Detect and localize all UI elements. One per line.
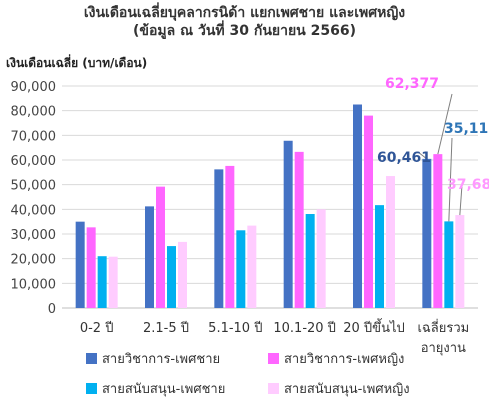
x-tick-label-0-0: 0-2 ปี [80,320,114,336]
bar-2-3 [305,214,315,308]
bar-2-2 [236,230,246,308]
y-axis-label: เงินเดือนเฉลี่ย (บาท/เดือน) [6,56,148,70]
y-tick-label-9: 90,000 [11,80,57,95]
y-tick-label-5: 50,000 [11,179,57,194]
bar-2-4 [375,205,384,308]
bar-3-5 [455,215,465,308]
annotation-label-3: 37,687 [447,177,489,193]
x-tick-label-1-0: 2.1-5 ปี [143,320,189,336]
bar-2-5 [444,221,454,308]
bar-0-3 [283,140,293,308]
y-tick-label-1: 10,000 [11,277,57,292]
y-tick-label-6: 60,000 [11,154,57,169]
chart-title: เงินเดือนเฉลี่ยบุคลากรนิด้า แยกเพศชาย แล… [83,5,406,21]
bar-1-4 [364,115,373,308]
bar-1-1 [156,186,165,308]
annotation-label-0: 62,377 [385,76,439,92]
bar-1-2 [225,165,235,308]
legend-swatch-2 [86,383,97,394]
bar-1-5 [433,154,443,308]
x-tick-label-5-1: อายุงาน [421,341,466,356]
x-tick-label-4-0: 20 ปีขึ้นไป [343,318,405,336]
bar-1-3 [294,151,304,308]
legend-item-2: สายสนับสนุน-เพศชาย [86,378,225,399]
x-tick-label-5-0: เฉลี่ยรวม [417,319,469,336]
bar-3-2 [247,225,257,308]
legend-item-1: สายวิชาการ-เพศหญิง [268,348,404,369]
y-tick-label-7: 70,000 [11,129,57,144]
chart-subtitle: (ข้อมูล ณ วันที่ 30 กันยายน 2566) [133,23,356,39]
y-tick-label-2: 20,000 [11,253,57,268]
x-tick-label-3-0: 10.1-20 ปี [273,320,336,336]
bar-0-4 [353,104,362,308]
legend-swatch-3 [268,383,279,394]
bar-0-2 [214,169,224,308]
legend-label-1: สายวิชาการ-เพศหญิง [284,352,405,367]
y-tick-label-4: 40,000 [11,203,57,218]
legend-item-3: สายสนับสนุน-เพศหญิง [268,378,410,399]
annotation-label-1: 60,461 [377,150,431,166]
annotation-leader-0 [437,93,453,155]
y-tick-label-8: 80,000 [11,105,57,120]
bar-0-1 [145,206,154,308]
bar-0-5 [422,158,432,308]
annotation-label-2: 35,119 [444,121,489,137]
annotation-leader-3 [459,184,463,216]
legend-label-0: สายวิชาการ-เพศชาย [102,352,221,367]
bar-2-0 [97,256,107,308]
bar-0-0 [75,221,85,308]
legend-label-3: สายสนับสนุน-เพศหญิง [284,382,410,397]
y-tick-label-3: 30,000 [11,228,57,243]
legend-label-2: สายสนับสนุน-เพศชาย [102,382,226,397]
annotation-leader-2 [448,137,453,222]
bar-3-4 [386,176,395,308]
legend-item-0: สายวิชาการ-เพศชาย [86,348,220,369]
legend-swatch-1 [268,353,279,364]
annotation-leader-1 [417,151,428,160]
bar-3-3 [316,209,326,308]
bar-3-1 [178,241,187,308]
x-tick-label-2-0: 5.1-10 ปี [208,320,262,336]
bar-2-1 [167,246,176,308]
y-tick-label-0: 0 [48,302,56,317]
bar-1-0 [86,227,96,308]
bar-3-0 [108,256,118,308]
legend-swatch-0 [86,353,97,364]
